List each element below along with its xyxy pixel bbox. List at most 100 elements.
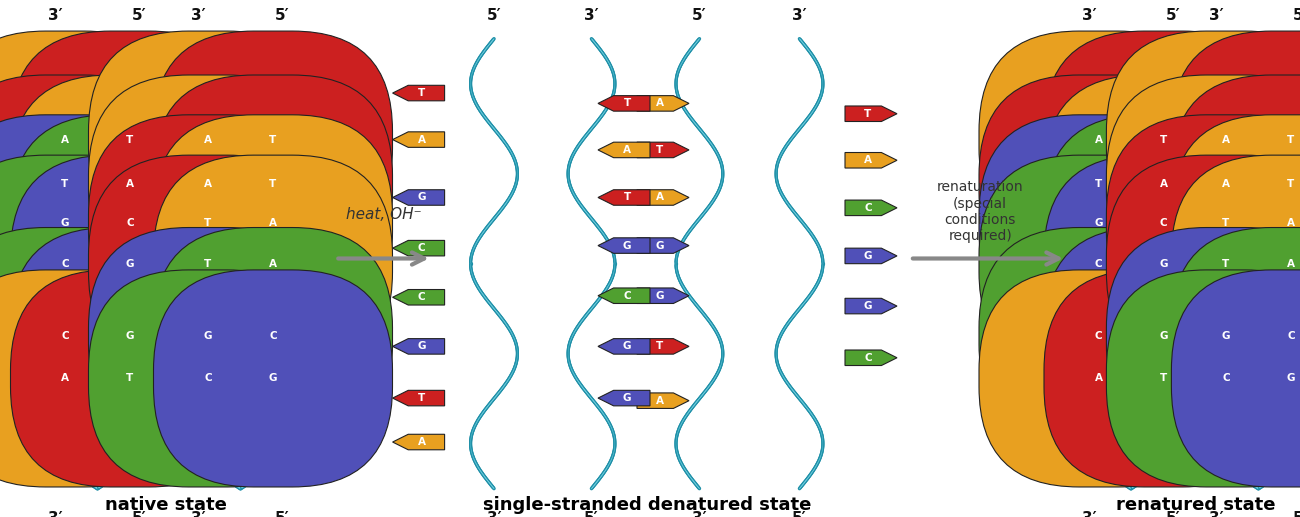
FancyBboxPatch shape: [1171, 270, 1300, 487]
FancyBboxPatch shape: [88, 155, 328, 372]
Polygon shape: [393, 290, 445, 305]
Text: renaturation
(special
conditions
required): renaturation (special conditions require…: [937, 180, 1023, 243]
FancyBboxPatch shape: [1106, 227, 1300, 445]
FancyBboxPatch shape: [979, 31, 1218, 248]
Polygon shape: [598, 339, 650, 354]
FancyBboxPatch shape: [1106, 115, 1300, 332]
FancyBboxPatch shape: [1044, 31, 1283, 248]
FancyBboxPatch shape: [10, 227, 250, 445]
Text: G: G: [61, 218, 69, 229]
Text: C: C: [269, 331, 277, 341]
FancyBboxPatch shape: [1106, 270, 1300, 487]
Text: G: G: [655, 291, 664, 301]
Text: 5′: 5′: [792, 511, 807, 517]
FancyBboxPatch shape: [1106, 31, 1300, 248]
FancyBboxPatch shape: [153, 75, 393, 292]
Text: G: G: [1160, 331, 1167, 341]
Text: 5′: 5′: [133, 511, 147, 517]
Text: A: A: [656, 192, 664, 203]
Polygon shape: [393, 132, 445, 147]
Polygon shape: [598, 96, 650, 111]
Text: T: T: [269, 134, 277, 145]
FancyBboxPatch shape: [153, 270, 393, 487]
FancyBboxPatch shape: [10, 270, 250, 487]
Polygon shape: [637, 96, 689, 111]
Text: renatured state: renatured state: [1117, 496, 1275, 514]
FancyBboxPatch shape: [153, 31, 393, 248]
FancyBboxPatch shape: [979, 227, 1218, 445]
Text: T: T: [419, 88, 425, 98]
Text: single-stranded denatured state: single-stranded denatured state: [484, 496, 811, 514]
Text: A: A: [1287, 258, 1295, 269]
Text: A: A: [204, 134, 212, 145]
FancyBboxPatch shape: [1044, 75, 1283, 292]
Text: 3′: 3′: [48, 8, 62, 23]
FancyBboxPatch shape: [1044, 155, 1283, 372]
FancyBboxPatch shape: [0, 115, 185, 332]
FancyBboxPatch shape: [1171, 227, 1300, 445]
FancyBboxPatch shape: [0, 155, 185, 372]
Text: G: G: [269, 373, 277, 384]
Polygon shape: [845, 106, 897, 121]
Text: G: G: [623, 393, 632, 403]
Text: G: G: [126, 331, 134, 341]
Text: 3′: 3′: [692, 511, 707, 517]
Polygon shape: [393, 85, 445, 101]
Text: G: G: [204, 331, 212, 341]
Text: A: A: [1095, 134, 1102, 145]
Text: C: C: [126, 218, 134, 229]
FancyBboxPatch shape: [979, 155, 1218, 372]
Text: A: A: [1287, 218, 1295, 229]
Polygon shape: [845, 350, 897, 366]
Text: C: C: [1222, 373, 1230, 384]
Text: T: T: [864, 109, 871, 119]
FancyBboxPatch shape: [979, 270, 1218, 487]
Polygon shape: [598, 390, 650, 406]
Text: 5′: 5′: [133, 8, 147, 23]
Text: T: T: [126, 373, 134, 384]
Polygon shape: [393, 190, 445, 205]
Text: 3′: 3′: [191, 8, 205, 23]
Text: C: C: [1160, 218, 1167, 229]
Text: C: C: [1287, 331, 1295, 341]
Text: C: C: [1095, 331, 1102, 341]
Text: 5′: 5′: [1166, 8, 1180, 23]
Polygon shape: [598, 288, 650, 303]
Polygon shape: [637, 339, 689, 354]
Text: C: C: [864, 353, 872, 363]
FancyBboxPatch shape: [0, 270, 185, 487]
Text: G: G: [863, 301, 872, 311]
Text: C: C: [61, 258, 69, 269]
Text: A: A: [864, 155, 872, 165]
FancyBboxPatch shape: [88, 270, 328, 487]
Text: T: T: [1160, 134, 1167, 145]
FancyBboxPatch shape: [153, 227, 393, 445]
Text: 3′: 3′: [486, 511, 502, 517]
Text: A: A: [269, 258, 277, 269]
FancyBboxPatch shape: [979, 115, 1218, 332]
Text: G: G: [417, 341, 426, 352]
Text: C: C: [417, 292, 425, 302]
Text: T: T: [624, 192, 630, 203]
Text: T: T: [204, 258, 212, 269]
FancyBboxPatch shape: [153, 115, 393, 332]
Polygon shape: [598, 142, 650, 158]
Text: G: G: [1287, 373, 1295, 384]
Text: T: T: [269, 178, 277, 189]
Text: 5′: 5′: [692, 8, 707, 23]
Text: 3′: 3′: [1082, 511, 1096, 517]
Text: T: T: [624, 98, 630, 109]
Text: 3′: 3′: [1209, 511, 1223, 517]
Text: 5′: 5′: [584, 511, 599, 517]
Text: G: G: [1095, 218, 1102, 229]
Text: C: C: [204, 373, 212, 384]
Text: 3′: 3′: [1082, 8, 1096, 23]
FancyBboxPatch shape: [1044, 270, 1283, 487]
Text: T: T: [656, 341, 663, 352]
Text: A: A: [61, 134, 69, 145]
Text: T: T: [1222, 258, 1230, 269]
FancyBboxPatch shape: [88, 31, 328, 248]
Text: A: A: [126, 178, 134, 189]
Polygon shape: [637, 238, 689, 253]
Text: C: C: [1095, 258, 1102, 269]
